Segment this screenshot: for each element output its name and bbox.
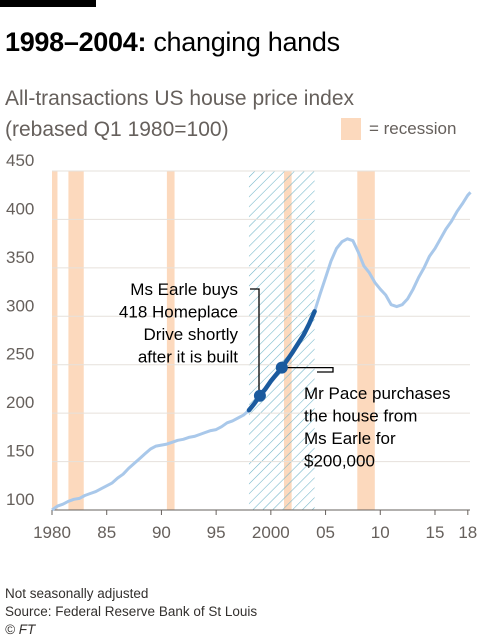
footer-note: Not seasonally adjusted xyxy=(5,586,149,601)
x-tick-label: 10 xyxy=(371,523,390,542)
y-tick-label: 100 xyxy=(6,490,34,509)
y-tick-label: 350 xyxy=(6,248,34,267)
legend: = recession xyxy=(341,118,456,140)
chart-title-rest: changing hands xyxy=(153,27,340,57)
highlight-period-hatch xyxy=(248,171,315,510)
x-tick-label: 85 xyxy=(97,523,116,542)
x-tick-label: 2000 xyxy=(252,523,290,542)
earle-annotation: Ms Earle buys 418 Homeplace Drive shortly a… xyxy=(119,280,239,367)
footer-credit: © FT xyxy=(5,622,36,637)
chart-subtitle-line-2: (rebased Q1 1980=100) xyxy=(5,118,229,141)
y-tick-label: 450 xyxy=(6,151,34,170)
x-tick-label: 18 xyxy=(458,523,477,542)
x-tick-label: 05 xyxy=(316,523,335,542)
x-tick-label: 1980 xyxy=(33,523,71,542)
house-price-chart: 100 150 200 250 300 350 400 450 1980 85 90 95 2000 05… xyxy=(6,151,477,542)
chart-title: 1998–2004: changing hands xyxy=(5,27,340,58)
y-tick-label: 200 xyxy=(6,393,34,412)
recession-band-4 xyxy=(357,171,375,510)
recession-band-2 xyxy=(166,171,175,510)
recession-band-0 xyxy=(52,171,58,510)
footer: Not seasonally adjusted Source: Federal … xyxy=(5,585,257,639)
y-tick-label: 400 xyxy=(6,199,34,218)
recession-legend-swatch xyxy=(341,118,361,140)
y-tick-label: 300 xyxy=(6,296,34,315)
pace-purchase-point xyxy=(275,361,288,374)
pace-annotation: Mr Pace purchases the house from Ms Earle … xyxy=(304,384,450,471)
y-tick-label: 250 xyxy=(6,345,34,364)
chart-subtitle-line-1: All-transactions US house price index xyxy=(5,87,355,110)
y-tick-label: 150 xyxy=(6,442,34,461)
recession-band-1 xyxy=(68,171,84,510)
earle-purchase-point xyxy=(253,389,266,402)
x-tick-label: 90 xyxy=(152,523,171,542)
chart-title-bold: 1998–2004: xyxy=(5,27,147,57)
chart-subtitle: All-transactions US house price index (r… xyxy=(5,83,354,145)
x-tick-label: 95 xyxy=(207,523,226,542)
pace-connector xyxy=(286,366,334,373)
header-accent-bar xyxy=(0,0,96,7)
footer-source: Source: Federal Reserve Bank of St Louis xyxy=(5,604,258,619)
legend-label: = recession xyxy=(369,119,457,138)
x-tick-label: 15 xyxy=(426,523,445,542)
